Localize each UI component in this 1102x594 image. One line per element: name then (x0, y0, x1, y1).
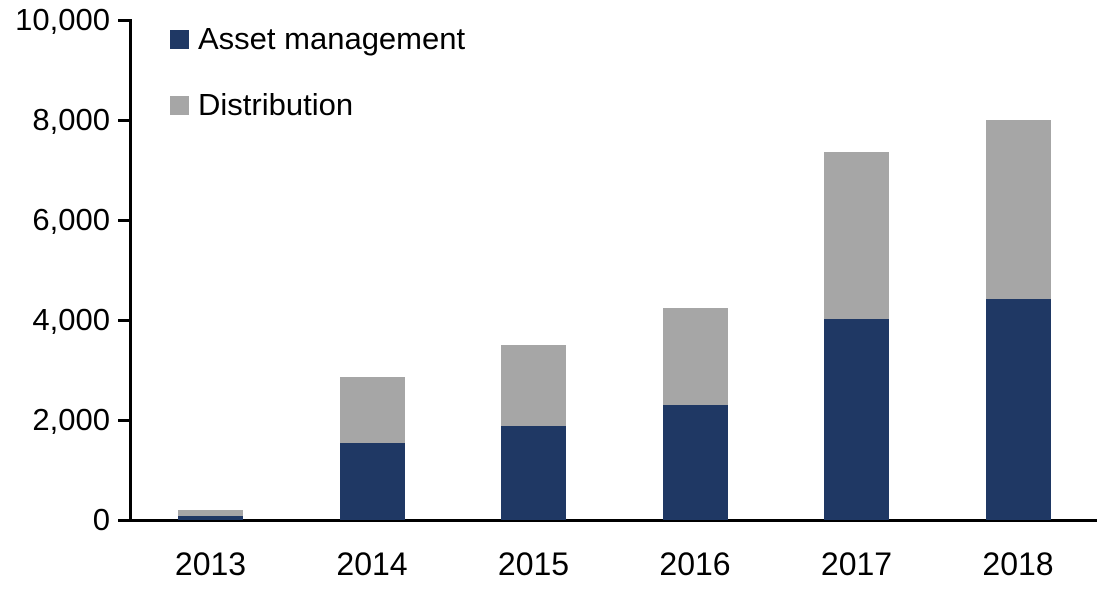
bar-segment-asset-management-2018 (985, 299, 1051, 520)
y-tick-mark (118, 118, 130, 122)
y-tick-mark (118, 518, 130, 522)
y-tick-label: 10,000 (15, 2, 110, 37)
y-axis-line (129, 19, 132, 522)
y-tick-mark (118, 418, 130, 422)
y-tick-mark (118, 218, 130, 222)
legend-label-asset-management: Asset management (198, 21, 466, 56)
bar-segment-distribution-2015 (501, 345, 566, 426)
bar-segment-asset-management-2017 (824, 319, 889, 520)
bar-segment-asset-management-2013 (178, 515, 243, 520)
bar-segment-distribution-2016 (662, 308, 728, 405)
y-tick-label: 4,000 (32, 302, 110, 337)
x-axis-label-2015: 2015 (497, 546, 570, 582)
x-axis-label-2013: 2013 (174, 546, 247, 582)
x-axis-label-2014: 2014 (336, 546, 408, 582)
legend-item-asset-management: Asset management (170, 21, 466, 56)
legend-item-distribution: Distribution (170, 87, 465, 122)
x-axis-line (129, 519, 1097, 522)
x-axis-label-2016: 2016 (659, 546, 731, 582)
y-tick-mark (118, 318, 130, 322)
bar-segment-distribution-2014 (339, 377, 405, 443)
y-tick-label: 0 (92, 502, 110, 537)
bar-segment-distribution-2018 (985, 120, 1051, 299)
bar-segment-distribution-2017 (824, 152, 889, 319)
legend-swatch-distribution-icon (170, 95, 189, 115)
y-tick-label: 2,000 (32, 402, 110, 437)
x-axis-label-2017: 2017 (820, 546, 893, 582)
y-tick-label: 6,000 (32, 202, 110, 237)
legend-label-distribution: Distribution (198, 87, 354, 122)
legend: Asset management Distribution (170, 21, 466, 160)
bar-segment-asset-management-2016 (662, 405, 728, 520)
x-axis-label-2018: 2018 (982, 546, 1054, 582)
bar-segment-asset-management-2014 (339, 443, 405, 520)
y-tick-label: 8,000 (32, 102, 110, 137)
y-tick-mark (118, 18, 130, 22)
bar-segment-distribution-2013 (178, 510, 243, 516)
bar-segment-asset-management-2015 (501, 426, 566, 520)
legend-swatch-asset-management-icon (170, 29, 189, 49)
